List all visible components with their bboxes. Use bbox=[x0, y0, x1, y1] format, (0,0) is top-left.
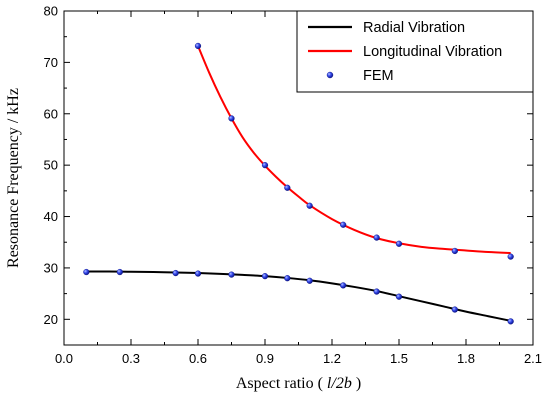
y-tick-label: 40 bbox=[44, 209, 58, 224]
y-tick-label: 60 bbox=[44, 106, 58, 121]
legend-swatch-2 bbox=[326, 71, 334, 79]
x-tick-label: 0.6 bbox=[189, 351, 207, 366]
x-tick-label: 1.5 bbox=[390, 351, 408, 366]
fem-point bbox=[507, 253, 514, 260]
legend-label-2: FEM bbox=[363, 68, 394, 84]
fem-point bbox=[194, 270, 202, 277]
x-tick-label: 0.3 bbox=[122, 351, 140, 366]
fem-point bbox=[261, 273, 269, 280]
fem-point bbox=[373, 288, 380, 295]
fem-point bbox=[228, 115, 235, 122]
x-tick-label: 1.2 bbox=[323, 351, 341, 366]
fem-point bbox=[228, 271, 235, 278]
fem-point bbox=[284, 184, 291, 191]
fem-point bbox=[116, 268, 123, 276]
legend: Radial Vibration Longitudinal Vibration FE… bbox=[296, 10, 534, 93]
series-line-0 bbox=[86, 270, 511, 322]
fem-point bbox=[395, 293, 403, 300]
fem-point bbox=[451, 306, 458, 313]
fem-point bbox=[306, 277, 313, 284]
legend-label-1: Longitudinal Vibration bbox=[363, 44, 502, 60]
fem-point bbox=[340, 282, 347, 289]
y-axis-title: Resonance Frequency / kHz bbox=[5, 88, 22, 268]
x-tick-label: 2.1 bbox=[524, 351, 542, 366]
fem-point bbox=[507, 318, 514, 325]
fem-point bbox=[172, 269, 179, 277]
fem-point bbox=[83, 268, 90, 276]
fem-point bbox=[451, 247, 458, 255]
fem-point bbox=[261, 162, 269, 169]
fem-point bbox=[373, 234, 380, 241]
y-tick-label: 20 bbox=[44, 312, 58, 327]
fem-point bbox=[306, 202, 313, 209]
series-layer bbox=[83, 42, 514, 325]
fem-point bbox=[395, 240, 403, 247]
y-tick-label: 30 bbox=[44, 260, 58, 275]
y-tick-label: 70 bbox=[44, 55, 58, 70]
x-tick-label: 0.0 bbox=[55, 351, 73, 366]
x-tick-label: 1.8 bbox=[457, 351, 475, 366]
y-tick-label: 50 bbox=[44, 158, 58, 173]
fem-point bbox=[340, 221, 347, 228]
fem-point bbox=[194, 42, 202, 50]
x-axis-title: Aspect ratio ( l/2b ) bbox=[236, 375, 361, 392]
legend-label-0: Radial Vibration bbox=[363, 20, 465, 36]
y-tick-label: 80 bbox=[44, 4, 58, 19]
fem-point bbox=[284, 275, 291, 282]
x-tick-label: 0.9 bbox=[256, 351, 274, 366]
axes: 0.0 0.3 0.6 0.9 1.2 1.5 1.8 2.1 20 30 40 50 60 70 80 bbox=[44, 4, 543, 367]
